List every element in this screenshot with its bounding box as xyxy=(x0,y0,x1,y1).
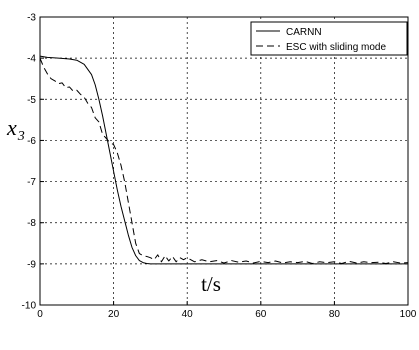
x-tick-label: 40 xyxy=(182,309,194,320)
x-tick-label: 60 xyxy=(255,309,267,320)
y-axis: -3 -4 -5 -6 -7 -8 -9 -10 xyxy=(22,13,44,312)
legend-label-esc: ESC with sliding mode xyxy=(286,42,386,53)
y-tick-label: -5 xyxy=(27,95,36,106)
series-line-carnn xyxy=(39,55,408,265)
series-group xyxy=(39,55,409,265)
x-tick-label: 0 xyxy=(37,309,43,320)
plot-area xyxy=(39,16,409,306)
x-tick-label: 100 xyxy=(400,309,417,320)
y-tick-label: -4 xyxy=(27,54,36,65)
y-tick-label: -10 xyxy=(22,301,37,312)
y-tick-label: -8 xyxy=(27,218,36,229)
x-axis: 0 20 40 60 80 100 xyxy=(37,301,417,320)
x-tick-label: 20 xyxy=(108,309,120,320)
x-tick-label: 80 xyxy=(329,309,341,320)
legend-box xyxy=(250,21,408,56)
x-axis-label: t/s xyxy=(201,272,221,296)
y-tick-label: -7 xyxy=(27,177,36,188)
y-tick-label: -9 xyxy=(27,259,36,270)
y-axis-label: x3 xyxy=(6,115,25,144)
legend-label-carnn: CARNN xyxy=(286,27,322,38)
y-tick-label: -3 xyxy=(27,13,36,24)
legend: CARNN ESC with sliding mode xyxy=(250,21,408,56)
series-line-esc-sliding-mode xyxy=(39,57,409,264)
y-tick-label: -6 xyxy=(27,136,36,147)
y-axis-label-subscript: 3 xyxy=(17,129,25,144)
